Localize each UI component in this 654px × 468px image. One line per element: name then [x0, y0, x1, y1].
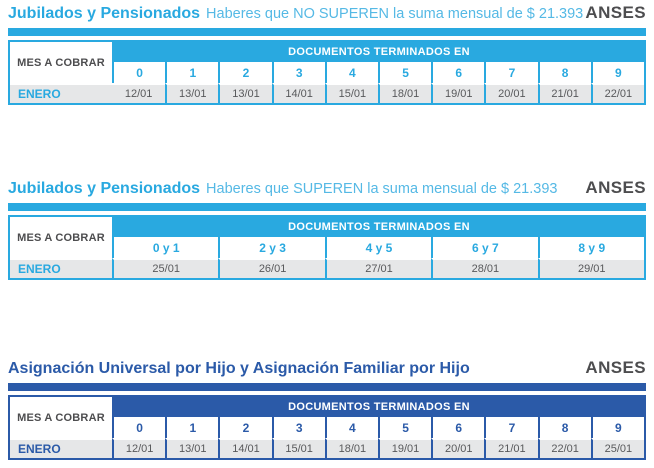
date-cell: 18/01: [377, 83, 432, 103]
digit-header-cell: 0: [112, 62, 166, 83]
digit-header-cell: 2: [218, 62, 272, 83]
digit-header-cell: 4: [324, 417, 378, 438]
date-cell: 29/01: [537, 258, 644, 278]
documents-header-cell: DOCUMENTOS TERMINADOS EN: [112, 397, 644, 417]
date-cell: 26/01: [218, 258, 325, 278]
date-cell: 20/01: [484, 83, 538, 103]
payment-table: MES A COBRAR DOCUMENTOS TERMINADOS EN 0 …: [8, 215, 646, 280]
digit-header-cell: 1: [165, 417, 219, 438]
month-label-cell: ENERO: [10, 258, 112, 278]
date-cell: 19/01: [377, 438, 432, 458]
date-cell: 13/01: [165, 83, 219, 103]
date-cell: 21/01: [484, 438, 538, 458]
payment-schedule-section-jubilados-no-superen: Jubilados y Pensionados Haberes que NO S…: [8, 3, 646, 105]
date-cell: 19/01: [431, 83, 485, 103]
digit-header-cell: 7: [484, 417, 538, 438]
anses-logo: ANSES: [585, 178, 646, 197]
digit-header-cell: 9: [590, 417, 644, 438]
title-underline-bar: [8, 383, 646, 391]
digit-header-cell: 0: [112, 417, 166, 438]
date-cell: 13/01: [165, 438, 219, 458]
section-title: Jubilados y Pensionados: [8, 180, 201, 197]
section-header: Asignación Universal por Hijo y Asignaci…: [8, 358, 646, 378]
date-cell: 27/01: [324, 258, 432, 278]
date-cell: 25/01: [590, 438, 644, 458]
digit-header-cell: 3: [271, 62, 325, 83]
digit-header-cell: 7: [484, 62, 538, 83]
digit-header-cell: 8: [537, 417, 591, 438]
documents-header-cell: DOCUMENTOS TERMINADOS EN: [112, 217, 644, 237]
title-underline-bar: [8, 203, 646, 211]
date-cell: 12/01: [112, 438, 166, 458]
date-cell: 22/01: [590, 83, 644, 103]
digit-header-cell: 5: [377, 417, 432, 438]
date-cell: 12/01: [112, 83, 166, 103]
month-header-cell: MES A COBRAR: [10, 42, 112, 83]
section-subtitle: Haberes que NO SUPEREN la suma mensual d…: [206, 6, 584, 22]
digit-header-cell: 2: [218, 417, 272, 438]
date-cell: 14/01: [218, 438, 272, 458]
digit-header-cell: 4: [324, 62, 378, 83]
digit-header-cell: 6: [431, 62, 485, 83]
date-cell: 20/01: [431, 438, 485, 458]
date-cell: 18/01: [324, 438, 378, 458]
month-header-cell: MES A COBRAR: [10, 217, 112, 258]
digit-header-cell: 4 y 5: [324, 237, 432, 258]
date-cell: 13/01: [218, 83, 272, 103]
section-title: Asignación Universal por Hijo y Asignaci…: [8, 360, 470, 377]
date-cell: 21/01: [537, 83, 591, 103]
section-header: Jubilados y Pensionados Haberes que NO S…: [8, 3, 646, 23]
section-subtitle: Haberes que SUPEREN la suma mensual de $…: [206, 181, 558, 197]
digit-header-cell: 6: [431, 417, 485, 438]
date-cell: 22/01: [537, 438, 591, 458]
digit-header-cell: 6 y 7: [431, 237, 538, 258]
documents-header-cell: DOCUMENTOS TERMINADOS EN: [112, 42, 644, 62]
month-label-cell: ENERO: [10, 83, 112, 103]
month-label-cell: ENERO: [10, 438, 112, 458]
digit-header-cell: 0 y 1: [112, 237, 219, 258]
anses-logo: ANSES: [585, 358, 646, 377]
date-cell: 28/01: [431, 258, 538, 278]
date-cell: 15/01: [324, 83, 378, 103]
month-header-cell: MES A COBRAR: [10, 397, 112, 438]
payment-schedule-section-jubilados-superen: Jubilados y Pensionados Haberes que SUPE…: [8, 178, 646, 280]
section-header: Jubilados y Pensionados Haberes que SUPE…: [8, 178, 646, 198]
date-cell: 15/01: [271, 438, 325, 458]
digit-header-cell: 3: [271, 417, 325, 438]
digit-header-cell: 8 y 9: [537, 237, 644, 258]
date-cell: 25/01: [112, 258, 219, 278]
digit-header-cell: 8: [537, 62, 591, 83]
title-underline-bar: [8, 28, 646, 36]
anses-logo: ANSES: [585, 3, 646, 22]
digit-header-cell: 2 y 3: [218, 237, 325, 258]
payment-schedule-section-asignacion-hijo: Asignación Universal por Hijo y Asignaci…: [8, 358, 646, 460]
digit-header-cell: 5: [377, 62, 432, 83]
digit-header-cell: 1: [165, 62, 219, 83]
section-title: Jubilados y Pensionados: [8, 5, 201, 22]
digit-header-cell: 9: [590, 62, 644, 83]
date-cell: 14/01: [271, 83, 325, 103]
